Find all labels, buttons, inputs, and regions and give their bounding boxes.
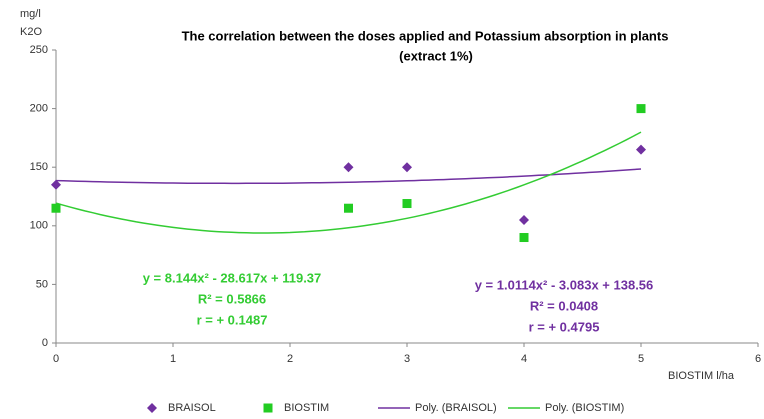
chart-title: (extract 1%) — [399, 48, 473, 63]
x-tick-label: 1 — [170, 353, 176, 365]
legend-label: BIOSTIM — [284, 402, 329, 414]
legend-marker — [263, 403, 273, 413]
point — [402, 199, 412, 209]
point — [519, 233, 529, 243]
point — [636, 144, 646, 155]
y-axis-label: K2O — [20, 26, 42, 38]
trendline-equation: R² = 0.0408 — [530, 298, 598, 313]
point — [636, 104, 646, 114]
point — [51, 179, 61, 190]
legend-marker — [147, 403, 157, 413]
trendline — [55, 168, 642, 185]
point — [51, 203, 61, 213]
legend-label: Poly. (BIOSTIM) — [545, 402, 624, 414]
y-tick-label: 100 — [30, 220, 48, 232]
point — [402, 162, 412, 173]
legend-label: Poly. (BRAISOL) — [415, 402, 497, 414]
trendline — [55, 131, 642, 234]
y-tick-label: 0 — [42, 337, 48, 349]
legend-label: BRAISOL — [168, 402, 216, 414]
y-tick-label: 200 — [30, 103, 48, 115]
x-tick-label: 3 — [404, 353, 410, 365]
x-tick-label: 2 — [287, 353, 293, 365]
trendline-equation: r = + 0.4795 — [529, 319, 600, 334]
chart-title: The correlation between the doses applie… — [182, 28, 669, 43]
point — [519, 214, 529, 225]
y-tick-label: 150 — [30, 161, 48, 173]
x-tick-label: 6 — [755, 353, 761, 365]
trendline-equation: y = 8.144x² - 28.617x + 119.37 — [143, 270, 322, 285]
point — [343, 162, 354, 173]
trendline-equation: r = + 0.1487 — [197, 312, 268, 327]
x-tick-label: 5 — [638, 353, 644, 365]
trendline-equation: R² = 0.5866 — [198, 291, 266, 306]
x-tick-label: 0 — [53, 353, 59, 365]
x-tick-label: 4 — [521, 353, 527, 365]
point — [344, 203, 353, 213]
y-tick-label: 250 — [30, 44, 48, 56]
x-axis-label: BIOSTIM l/ha — [668, 370, 735, 382]
trendline-equation: y = 1.0114x² - 3.083x + 138.56 — [475, 277, 654, 292]
y-tick-label: 50 — [36, 278, 48, 290]
y-axis-label: mg/l — [20, 8, 41, 20]
